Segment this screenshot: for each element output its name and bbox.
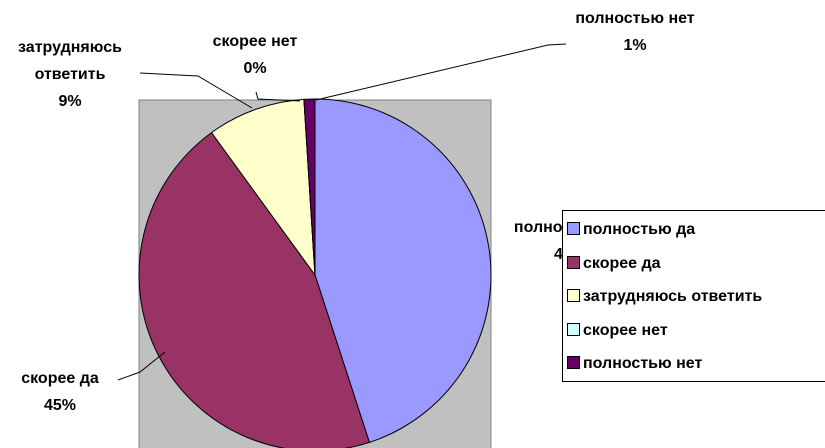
slice xyxy=(314,98,492,444)
legend: полностью да скорее да затрудняюсь ответит… xyxy=(562,210,825,382)
legend-entry: полностью да xyxy=(567,221,695,239)
label-value: 1% xyxy=(623,37,647,54)
label-value: 45% xyxy=(43,397,77,414)
label-name: полностью нет xyxy=(575,10,695,27)
legend-swatch xyxy=(567,356,580,369)
legend-label: скорее нет xyxy=(583,321,668,339)
data-label: полностью нет 1% xyxy=(560,5,710,59)
leader-line xyxy=(117,351,166,381)
data-label: скорее да 45% xyxy=(0,365,120,419)
slices xyxy=(138,98,492,448)
label-value: 9% xyxy=(58,93,82,110)
leader-line xyxy=(255,91,301,102)
legend-swatch xyxy=(567,255,580,269)
legend-label: скорее да xyxy=(583,254,661,272)
legend-label: полностью нет xyxy=(583,355,703,372)
legend-entry: затрудняюсь ответить xyxy=(567,288,762,306)
label-name: затрудняюсь ответить xyxy=(18,39,122,83)
legend-label: затрудняюсь ответить xyxy=(583,288,763,305)
label-value: 0% xyxy=(243,60,267,77)
slice xyxy=(303,98,316,276)
legend-swatch xyxy=(567,222,580,235)
leader-line xyxy=(315,43,567,101)
label-name: скорее нет xyxy=(212,33,298,50)
slice xyxy=(138,131,371,448)
legend-swatch xyxy=(567,289,580,302)
slice xyxy=(210,98,316,277)
label-name: скорее да xyxy=(21,370,99,387)
leader-line xyxy=(139,72,253,109)
legend-label: полностью да xyxy=(583,221,696,238)
data-label: скорее нет 0% xyxy=(190,28,320,82)
legend-swatch xyxy=(567,322,580,336)
legend-entry: скорее да xyxy=(567,255,661,273)
data-label: затрудняюсь ответить 9% xyxy=(0,34,150,115)
legend-entry: полностью нет xyxy=(567,355,702,373)
legend-entry: скорее нет xyxy=(567,322,668,340)
